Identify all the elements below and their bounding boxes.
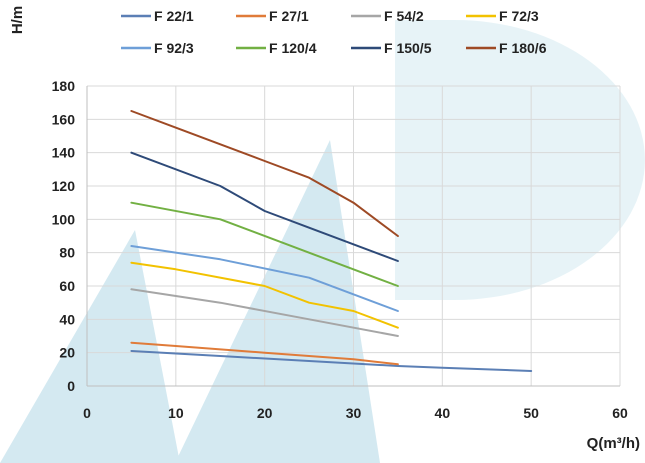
legend-label: F 120/4: [269, 40, 317, 56]
series-line-6: [130, 151, 399, 262]
legend-label: F 22/1: [154, 8, 194, 24]
series-line-5: [130, 201, 399, 287]
x-tick-label: 0: [83, 405, 91, 421]
series-line-2: [130, 288, 399, 337]
series-line-0: [130, 350, 533, 372]
legend-item: F 72/3: [466, 8, 539, 24]
legend-label: F 72/3: [499, 8, 539, 24]
series-line-1: [130, 341, 399, 366]
y-tick-label: 140: [52, 145, 76, 161]
x-axis-label: Q(m³/h): [587, 435, 640, 452]
y-tick-label: 120: [52, 178, 76, 194]
y-axis-label: H/m: [9, 6, 26, 34]
y-tick-label: 0: [67, 378, 75, 394]
y-tick-label: 60: [59, 278, 75, 294]
series-line-4: [130, 245, 399, 312]
legend-label: F 54/2: [384, 8, 424, 24]
x-tick-label: 20: [257, 405, 273, 421]
legend-item: F 120/4: [236, 40, 317, 56]
y-tick-label: 40: [59, 311, 75, 327]
legend-item: F 150/5: [351, 40, 432, 56]
legend-label: F 27/1: [269, 8, 309, 24]
legend-item: F 22/1: [121, 8, 194, 24]
series-line-3: [130, 261, 399, 329]
legend-item: F 180/6: [466, 40, 547, 56]
watermark: [0, 20, 645, 463]
legend-label: F 180/6: [499, 40, 547, 56]
y-tick-label: 80: [59, 245, 75, 261]
y-tick-label: 20: [59, 345, 75, 361]
series-line-7: [130, 110, 399, 237]
legend: F 22/1 F 27/1 F 54/2 F 72/3 F 92/3 F 120/4 F 1…: [121, 8, 547, 56]
axes: 0 20 40 60 80 100 120 140 160 180 0 10 20 30 40 50 60: [52, 78, 628, 421]
series-lines: [130, 110, 533, 372]
x-tick-label: 30: [346, 405, 362, 421]
legend-label: F 150/5: [384, 40, 432, 56]
y-tick-label: 180: [52, 78, 76, 94]
legend-item: F 92/3: [121, 40, 194, 56]
x-tick-label: 60: [612, 405, 628, 421]
y-tick-label: 160: [52, 111, 76, 127]
x-tick-label: 10: [168, 405, 184, 421]
legend-label: F 92/3: [154, 40, 194, 56]
y-tick-label: 100: [52, 211, 76, 227]
x-tick-label: 50: [523, 405, 539, 421]
legend-item: F 54/2: [351, 8, 424, 24]
x-tick-label: 40: [435, 405, 451, 421]
legend-item: F 27/1: [236, 8, 309, 24]
